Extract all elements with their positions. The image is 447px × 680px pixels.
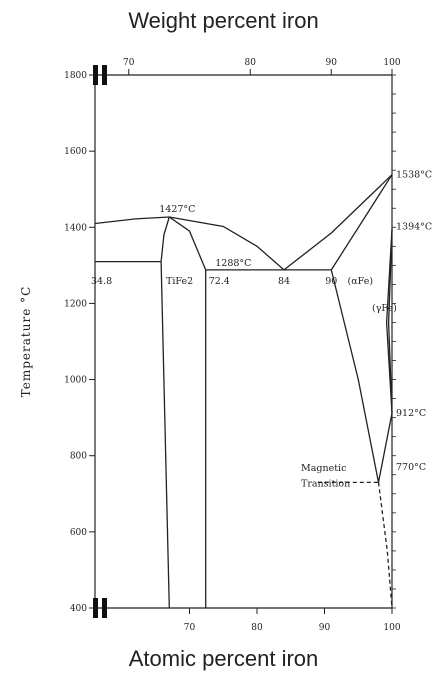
annotation-label: Transition: [301, 478, 350, 489]
annotation-label: 34.8: [91, 276, 112, 287]
y-tick-label: 1400: [64, 223, 87, 233]
annotation-label: (αFe): [348, 276, 374, 287]
annotation-label: 1394°C: [396, 222, 432, 233]
annotation-label: 1288°C: [215, 258, 251, 269]
phase-boundary-line: [168, 216, 207, 271]
annotation-label: 770°C: [396, 462, 426, 473]
annotation-label: 1538°C: [396, 170, 432, 181]
phase-boundary-line: [330, 269, 380, 483]
annotation-label: Magnetic: [301, 463, 346, 474]
bottom-axis-break: [93, 598, 107, 618]
y-tick-label: 1600: [64, 147, 87, 157]
top-axis-title: Weight percent iron: [128, 8, 319, 33]
phase-boundary-line: [385, 229, 393, 414]
y-tick-label: 600: [70, 528, 87, 538]
x-tick-label: 90: [319, 623, 331, 633]
phase-boundary-line: [387, 229, 393, 414]
top-axis-break: [93, 65, 107, 85]
y-tick-label: 1800: [64, 71, 87, 81]
annotation-label: 84: [278, 276, 290, 287]
phase-boundary-line: [160, 261, 170, 609]
phase-boundary-line: [160, 216, 170, 262]
top-x-tick-label: 80: [245, 58, 257, 68]
top-x-tick-label: 100: [383, 58, 400, 68]
phase-boundary-line: [94, 216, 285, 271]
x-tick-label: 80: [251, 623, 263, 633]
y-tick-label: 400: [70, 604, 87, 614]
phase-boundary-line: [330, 174, 393, 271]
phase-boundary-line: [283, 174, 393, 271]
y-tick-label: 1200: [64, 299, 87, 309]
phase-boundary-line: [377, 412, 393, 483]
annotation-label: 1427°C: [159, 204, 195, 215]
x-tick-label: 100: [383, 623, 400, 633]
annotation-label: 912°C: [396, 408, 426, 419]
annotation-label: (γFe): [372, 303, 397, 314]
y-axis-label: Temperature °C: [19, 286, 33, 398]
top-x-tick-label: 70: [123, 58, 135, 68]
top-x-tick-label: 90: [326, 58, 338, 68]
annotation-label: 72.4: [209, 276, 230, 287]
y-tick-label: 1000: [64, 376, 87, 386]
phase-boundary-line: [377, 482, 393, 609]
annotation-label: 90: [325, 276, 337, 287]
annotation-label: TiFe2: [166, 276, 193, 287]
bottom-axis-title: Atomic percent iron: [128, 646, 319, 671]
x-tick-label: 70: [184, 623, 196, 633]
y-tick-label: 800: [70, 452, 87, 462]
